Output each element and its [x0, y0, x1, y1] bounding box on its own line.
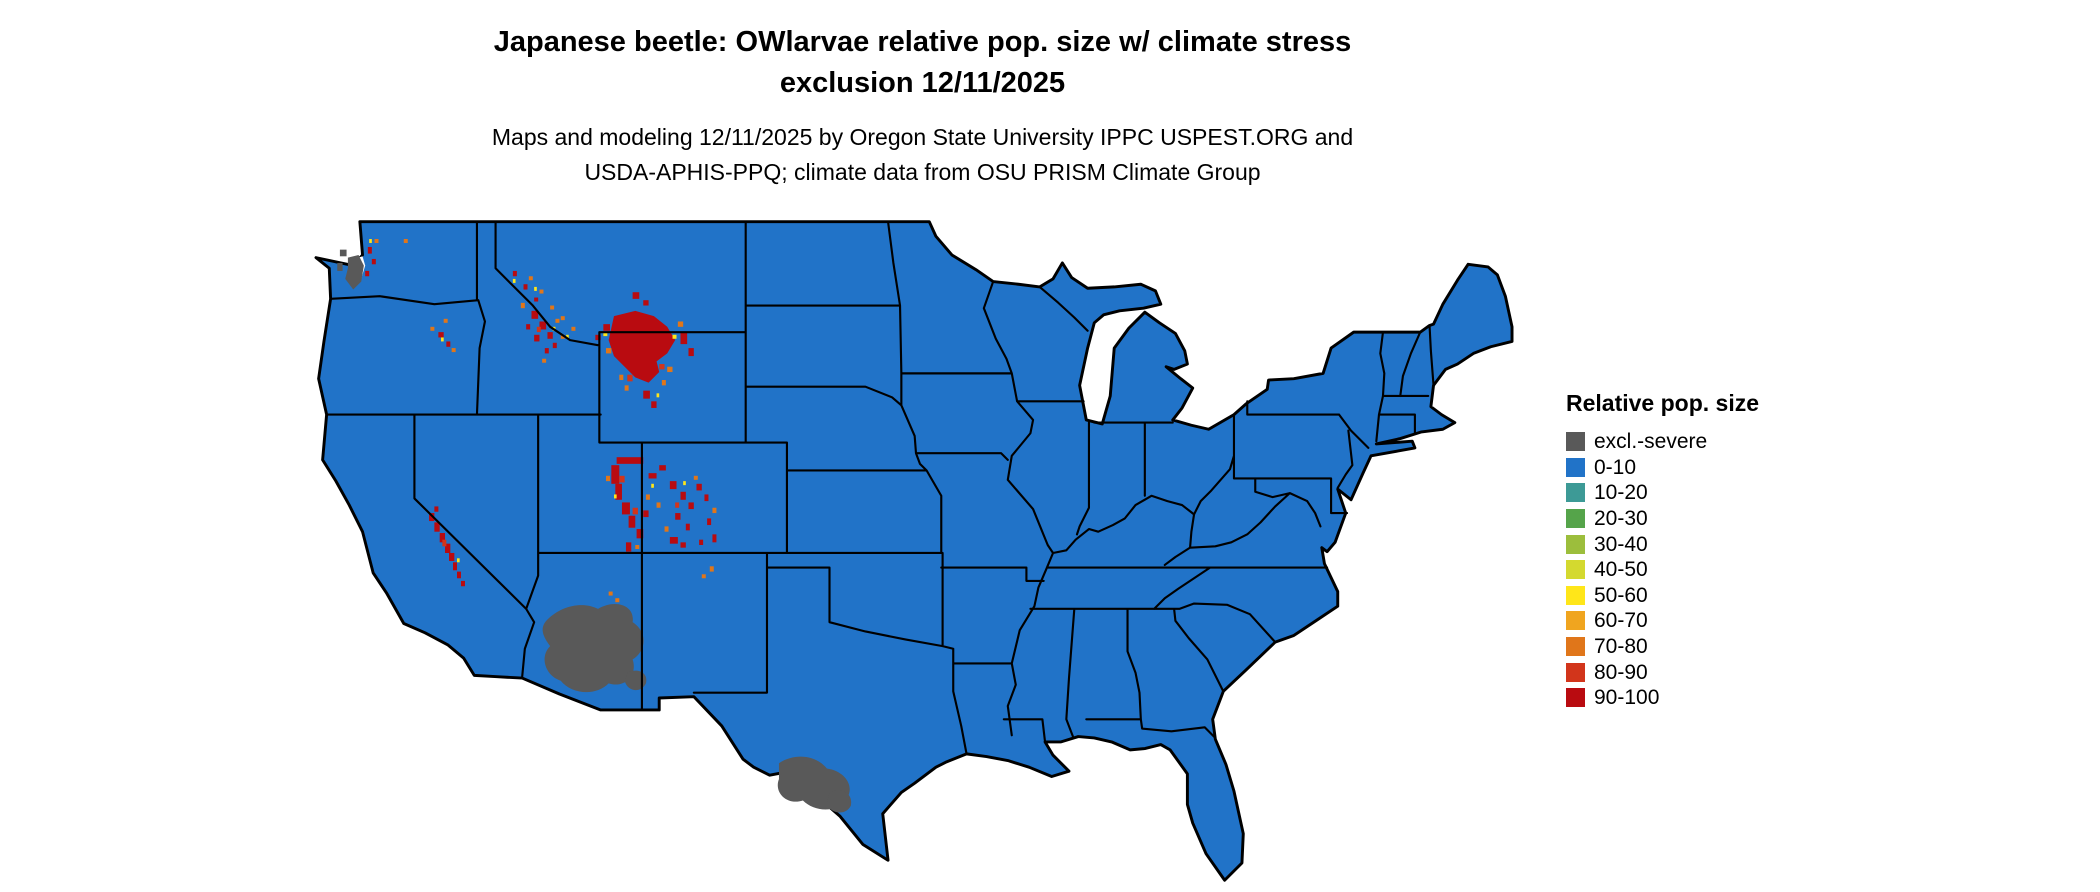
legend-item-60-70: 60-70: [1566, 608, 1866, 634]
legend-item-70-80: 70-80: [1566, 634, 1866, 660]
legend-swatch: [1566, 585, 1585, 605]
legend-label: excl.-severe: [1594, 430, 1708, 454]
legend-label: 80-90: [1594, 660, 1648, 684]
us-map-svg: [314, 220, 1514, 882]
legend-label: 10-20: [1594, 481, 1648, 505]
legend-swatch: [1566, 534, 1585, 554]
legend-swatch: [1566, 637, 1585, 657]
legend-label: 0-10: [1594, 455, 1637, 479]
legend-label: 40-50: [1594, 558, 1648, 582]
page-subtitle-line2: USDA-APHIS-PPQ; climate data from OSU PR…: [584, 158, 1261, 185]
legend-swatch: [1566, 483, 1585, 503]
legend-item-0-10: 0-10: [1566, 455, 1866, 481]
legend-label: 70-80: [1594, 635, 1648, 659]
page-title-line2: exclusion 12/11/2025: [779, 67, 1066, 100]
legend-label: 60-70: [1594, 609, 1648, 633]
raster-excluded-severe: [337, 249, 852, 813]
legend-item-50-60: 50-60: [1566, 583, 1866, 609]
legend-swatch: [1566, 457, 1585, 477]
legend-item-90-100: 90-100: [1566, 685, 1866, 711]
page-subtitle-line1: Maps and modeling 12/11/2025 by Oregon S…: [491, 124, 1354, 150]
state-borders: [325, 220, 1435, 755]
legend-swatch: [1566, 662, 1585, 682]
us-landmass: [314, 220, 1514, 882]
raster-70-80: [374, 239, 717, 603]
legend-item-excl-severe: excl.-severe: [1566, 429, 1866, 455]
legend-swatch: [1566, 560, 1585, 580]
legend-swatch: [1566, 688, 1585, 708]
raster-80-90: [442, 326, 680, 547]
raster-90-100: [365, 246, 717, 587]
legend-item-40-50: 40-50: [1566, 557, 1866, 583]
legend-item-10-20: 10-20: [1566, 480, 1866, 506]
page-title: Japanese beetle: OWlarvae relative pop. …: [0, 22, 1845, 104]
legend-label: 90-100: [1594, 686, 1660, 710]
legend-swatch: [1566, 509, 1585, 529]
page-title-line1: Japanese beetle: OWlarvae relative pop. …: [493, 26, 1352, 58]
legend-item-30-40: 30-40: [1566, 531, 1866, 557]
page-subtitle: Maps and modeling 12/11/2025 by Oregon S…: [0, 120, 1845, 189]
legend-item-80-90: 80-90: [1566, 659, 1866, 685]
legend-label: 30-40: [1594, 532, 1648, 556]
legend: Relative pop. size excl.-severe 0-10 10-…: [1566, 390, 1866, 711]
legend-swatch: [1566, 432, 1585, 452]
legend-label: 50-60: [1594, 583, 1648, 607]
legend-label: 20-30: [1594, 507, 1648, 531]
legend-swatch: [1566, 611, 1585, 631]
legend-title: Relative pop. size: [1566, 390, 1760, 416]
us-map: [300, 198, 1524, 892]
legend-item-20-30: 20-30: [1566, 506, 1866, 532]
